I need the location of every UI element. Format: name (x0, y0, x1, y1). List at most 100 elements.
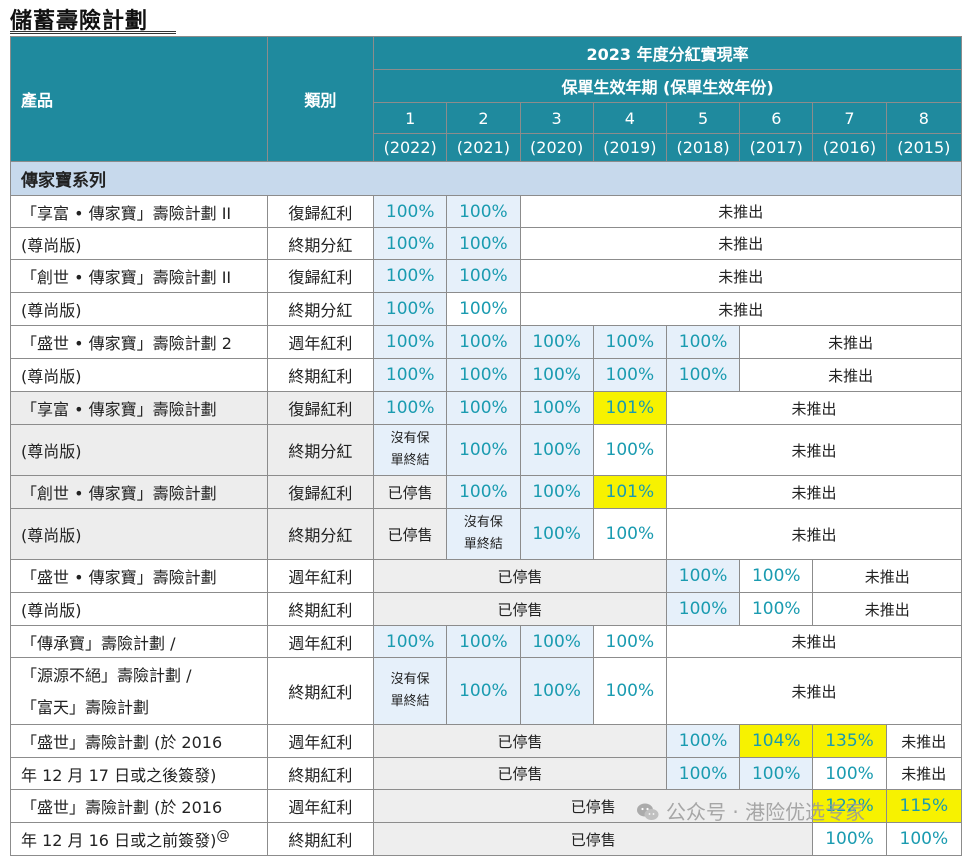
table-row: 「創世 • 傳家寶」壽險計劃 復歸紅利 已停售 100% 100% 101% 未… (10, 475, 963, 509)
highlight-value-cell: 101% (592, 391, 667, 425)
value-cell: 100% (519, 391, 594, 425)
category-cell: 復歸紅利 (266, 475, 375, 509)
dividend-table: 產品 類別 2023 年度分紅實現率 保單生效年期 (保單生效年份) 1 2 3… (10, 36, 963, 856)
year-label: (2017) (739, 133, 814, 162)
table-row: (尊尚版) 終期紅利 已停售 100% 100% 未推出 (10, 592, 962, 626)
product-name: (尊尚版) (10, 292, 268, 326)
value-cell: 100% (519, 508, 594, 560)
category-cell: 復歸紅利 (266, 195, 375, 228)
value-cell: 100% (519, 475, 594, 509)
value-cell: 100% (592, 325, 667, 359)
product-name-line: 「富天」壽險計劃 (21, 698, 150, 717)
category-cell: 週年紅利 (266, 789, 375, 823)
highlight-value-cell: 115% (885, 789, 963, 823)
not-launched-cell: 未推出 (665, 475, 963, 509)
not-launched-cell: 未推出 (739, 358, 962, 392)
not-launched-cell: 未推出 (519, 292, 963, 326)
highlight-value-cell: 122% (812, 789, 887, 823)
table-row: 年 12 月 16 日或之前簽發)@ 終期紅利 已停售 100% 100% (10, 822, 963, 856)
value-cell: 100% (446, 227, 521, 260)
value-cell: 100% (373, 195, 448, 228)
table-row: (尊尚版) 終期分紅 已停售 沒有保 單終結 100% 100% 未推出 (10, 508, 963, 560)
discontinued-cell: 已停售 (373, 508, 448, 560)
category-cell: 復歸紅利 (266, 391, 375, 425)
category-cell: 復歸紅利 (266, 259, 375, 293)
year-label: (2015) (885, 133, 963, 162)
year-label: (2020) (519, 133, 594, 162)
not-launched-cell: 未推出 (665, 625, 963, 658)
product-name: 「創世 • 傳家寶」壽險計劃 (10, 475, 268, 509)
discontinued-cell: 已停售 (373, 822, 814, 856)
highlight-value-cell: 135% (812, 724, 887, 758)
category-cell: 終期分紅 (266, 424, 375, 476)
not-launched-cell: 未推出 (885, 757, 963, 790)
value-cell: 100% (519, 625, 594, 658)
value-cell: 100% (446, 657, 521, 725)
table-row: 「源源不絕」壽險計劃 / 「富天」壽險計劃 終期紅利 沒有保 單終結 100% 10… (10, 657, 963, 725)
value-cell: 100% (446, 195, 521, 228)
value-cell: 100% (373, 292, 448, 326)
table-row: (尊尚版) 終期紅利 100% 100% 100% 100% 100% 未推出 (10, 358, 962, 392)
value-cell: 100% (373, 358, 448, 392)
table-row: (尊尚版) 終期分紅 100% 100% 未推出 (10, 292, 963, 326)
no-termination-cell: 沒有保 單終結 (373, 657, 448, 725)
value-cell: 100% (373, 391, 448, 425)
no-termination-cell: 沒有保 單終結 (373, 424, 448, 476)
product-name: 「創世 • 傳家寶」壽險計劃 II (10, 259, 268, 293)
not-launched-cell: 未推出 (519, 227, 963, 260)
watermark: 公众号 · 港险优选专家 (636, 796, 865, 825)
footnote-marker: @ (216, 828, 230, 844)
value-cell: 100% (446, 358, 521, 392)
year-label: (2021) (446, 133, 521, 162)
discontinued-cell: 已停售 (373, 724, 667, 758)
value-cell: 100% (373, 227, 448, 260)
product-name: (尊尚版) (10, 592, 268, 626)
no-termination-line: 單終結 (463, 537, 503, 552)
table-row: 「盛世」壽險計劃 (於 2016 週年紅利 已停售 122% 115% (10, 789, 963, 823)
section-title: 傳家寶系列 (10, 161, 962, 196)
year-num: 6 (739, 102, 814, 134)
value-cell: 100% (446, 625, 521, 658)
year-num: 5 (665, 102, 741, 134)
value-cell: 100% (446, 259, 521, 293)
not-launched-cell: 未推出 (665, 391, 963, 425)
value-cell: 100% (592, 358, 667, 392)
highlight-value-cell: 101% (592, 475, 667, 509)
highlight-value-cell: 104% (739, 724, 814, 758)
value-cell: 100% (812, 757, 887, 790)
year-num: 3 (519, 102, 594, 134)
product-name: 年 12 月 16 日或之前簽發) (21, 831, 217, 850)
year-label: (2022) (373, 133, 448, 162)
year-num: 2 (446, 102, 521, 134)
not-launched-cell: 未推出 (739, 325, 962, 359)
year-num: 1 (373, 102, 448, 134)
value-cell: 100% (592, 508, 667, 560)
year-label: (2019) (592, 133, 667, 162)
year-num: 7 (812, 102, 887, 134)
no-termination-line: 沒有保 (390, 431, 430, 446)
wechat-icon (636, 802, 660, 822)
product-name: 「盛世」壽險計劃 (於 2016 (10, 724, 268, 758)
value-cell: 100% (739, 559, 814, 593)
category-cell: 終期紅利 (266, 657, 375, 725)
year-label: (2018) (665, 133, 741, 162)
category-cell: 終期分紅 (266, 227, 375, 260)
not-launched-cell: 未推出 (665, 424, 963, 476)
value-cell: 100% (519, 657, 594, 725)
not-launched-cell: 未推出 (665, 657, 963, 725)
value-cell: 100% (446, 325, 521, 359)
product-name: (尊尚版) (10, 358, 268, 392)
table-row: 「盛世 • 傳家寶」壽險計劃 週年紅利 已停售 100% 100% 未推出 (10, 559, 962, 593)
value-cell: 100% (446, 292, 521, 326)
discontinued-cell: 已停售 (373, 559, 667, 593)
table-row: 「盛世」壽險計劃 (於 2016 週年紅利 已停售 100% 104% 135%… (10, 724, 963, 758)
table-row: 「盛世 • 傳家寶」壽險計劃 2 週年紅利 100% 100% 100% 100… (10, 325, 962, 359)
table-row: 「創世 • 傳家寶」壽險計劃 II 復歸紅利 100% 100% 未推出 (10, 259, 963, 293)
product-name: (尊尚版) (10, 424, 268, 476)
not-launched-cell: 未推出 (665, 508, 963, 560)
value-cell: 100% (665, 757, 741, 790)
product-name: 「享富 • 傳家寶」壽險計劃 II (10, 195, 268, 228)
product-name: (尊尚版) (10, 508, 268, 560)
header-sub: 保單生效年期 (保單生效年份) (373, 69, 962, 103)
not-launched-cell: 未推出 (885, 724, 963, 758)
